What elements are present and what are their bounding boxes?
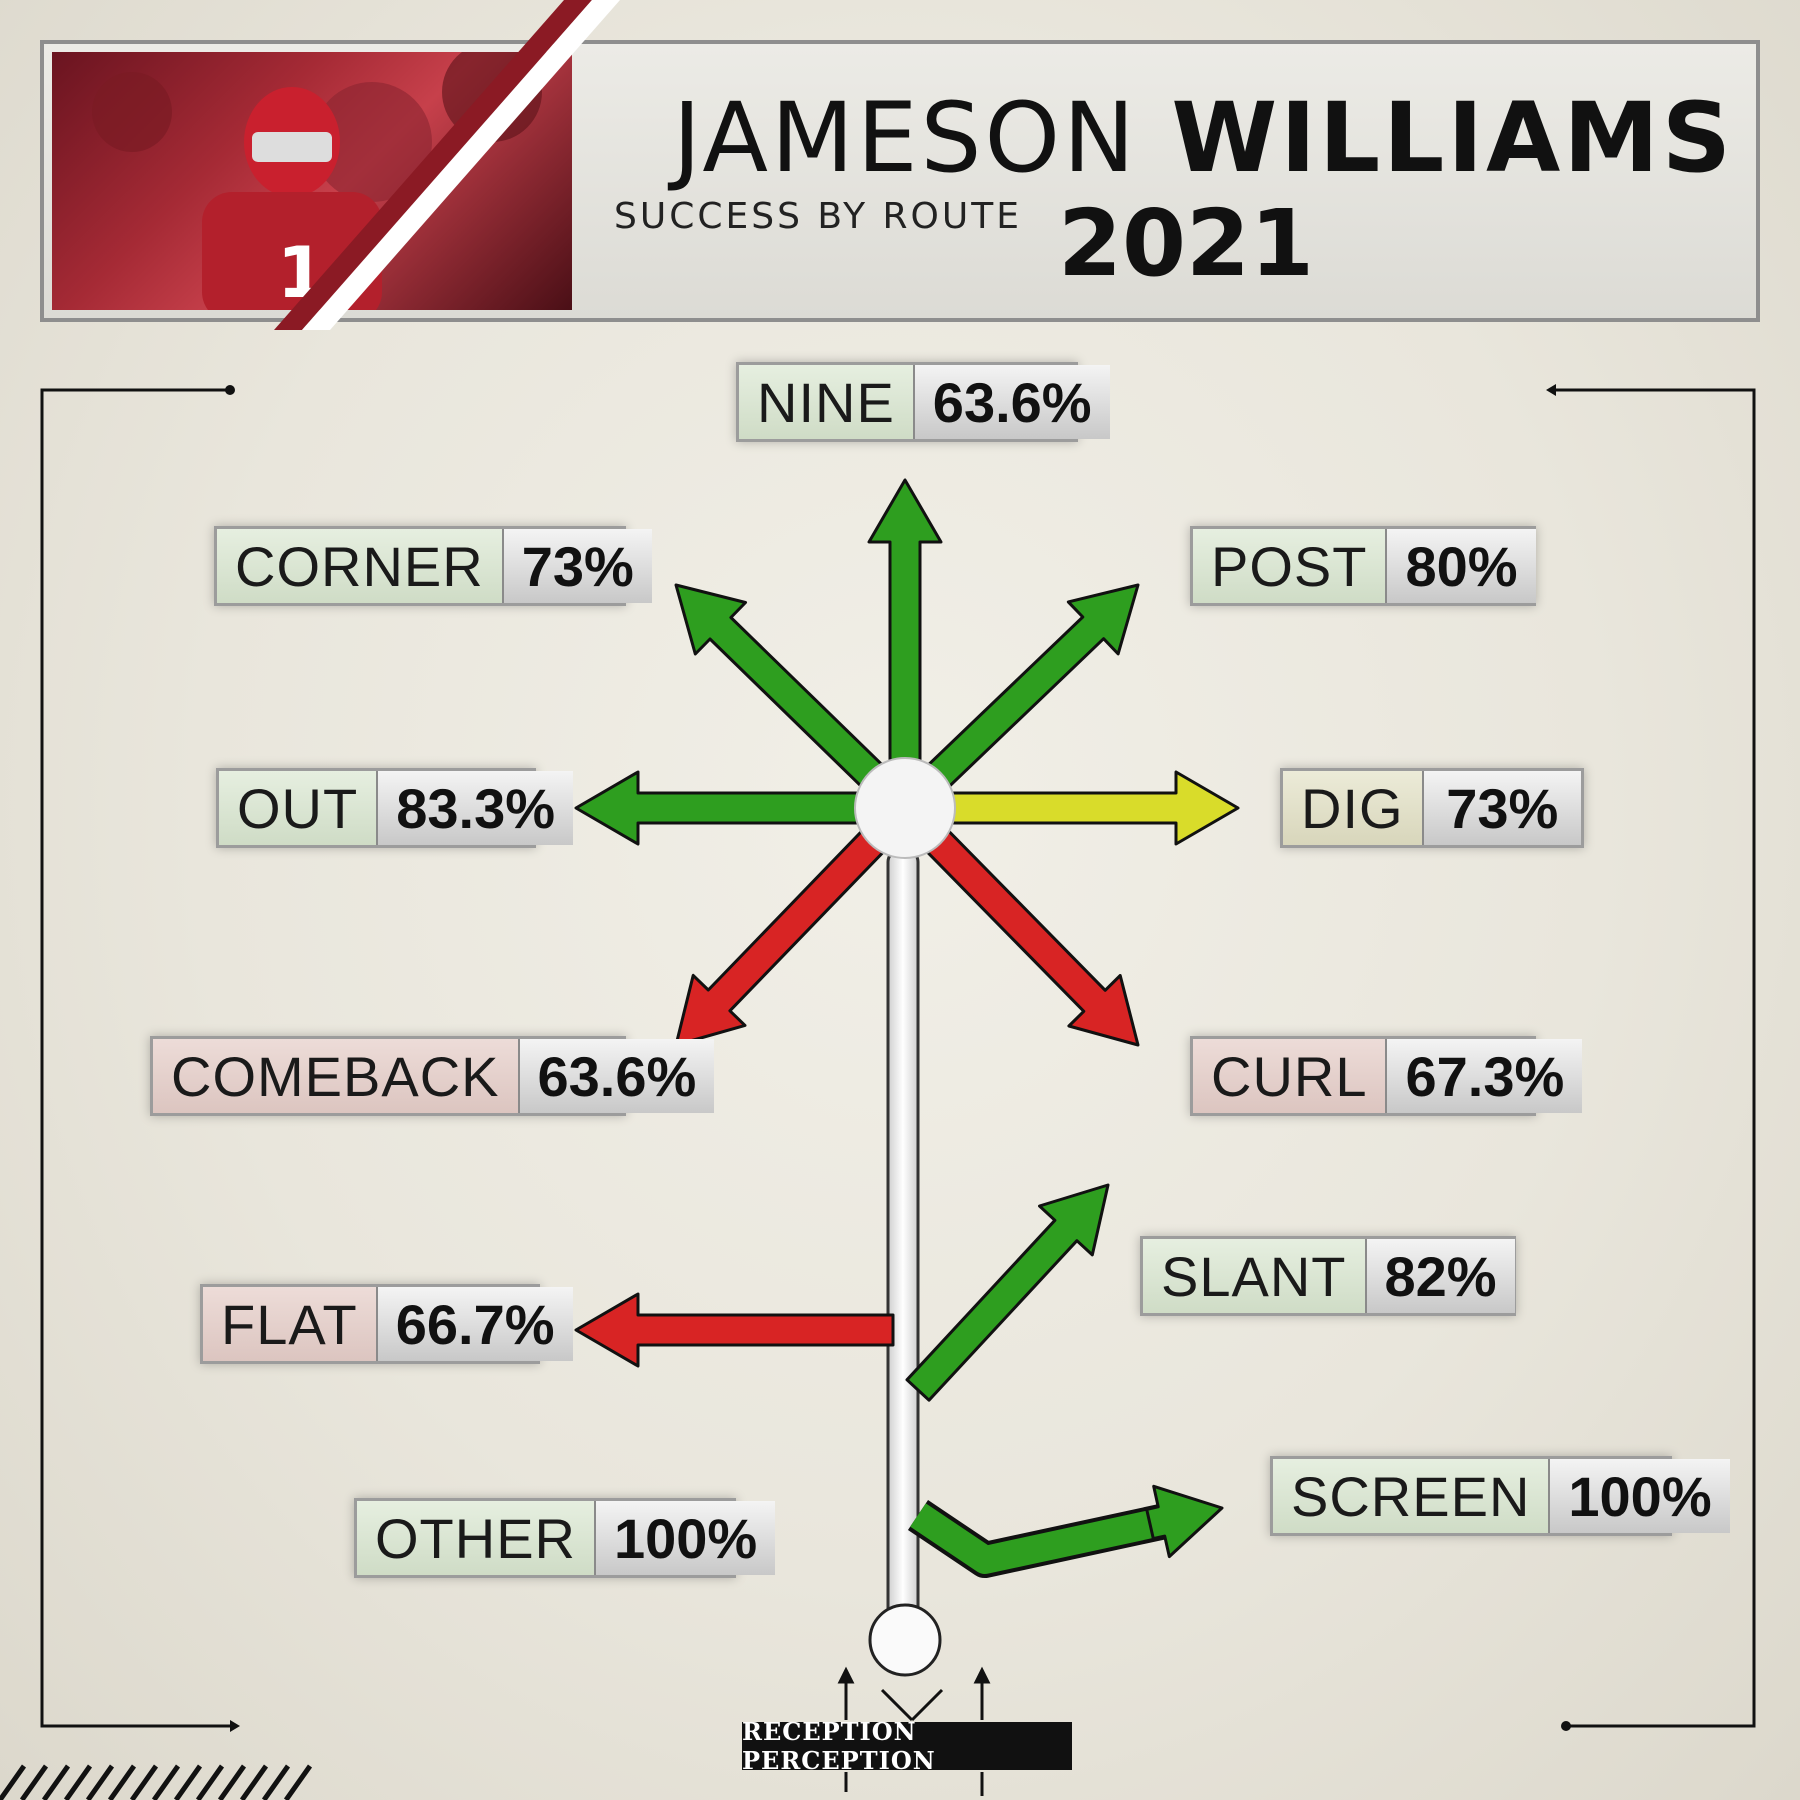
title-last-name: WILLIAMS <box>1171 82 1734 194</box>
route-percentage: 80% <box>1387 529 1536 603</box>
label-comeback: COMEBACK 63.6% <box>150 1036 715 1116</box>
route-percentage: 73% <box>1423 771 1581 845</box>
route-name: SCREEN <box>1273 1459 1551 1533</box>
route-name: OTHER <box>357 1501 596 1575</box>
route-screen-path <box>910 1503 1173 1574</box>
label-post: POST 80% <box>1190 526 1536 606</box>
title-first-name: JAMESON <box>672 82 1138 194</box>
label-flat: FLAT 66.7% <box>200 1284 573 1364</box>
subtitle: SUCCESS BY ROUTE <box>614 196 1022 237</box>
label-nine: NINE 63.6% <box>736 362 1110 442</box>
route-name: FLAT <box>203 1287 378 1361</box>
label-out: OUT 83.3% <box>216 768 574 848</box>
route-percentage: 67.3% <box>1387 1039 1583 1113</box>
route-name: POST <box>1193 529 1388 603</box>
player-silhouette: 1 <box>92 52 542 310</box>
route-percentage: 63.6% <box>519 1039 715 1113</box>
diagonal-stripe <box>274 0 620 330</box>
route-arrow-slant <box>905 1183 1110 1402</box>
page-title: JAMESON WILLIAMS <box>673 82 1734 194</box>
player-photo: 1 <box>52 52 572 310</box>
route-base <box>868 1603 942 1677</box>
route-stem <box>886 848 920 1632</box>
route-name: DIG <box>1283 771 1424 845</box>
label-corner: CORNER 73% <box>214 526 652 606</box>
route-name: CURL <box>1193 1039 1388 1113</box>
label-other: OTHER 100% <box>354 1498 776 1578</box>
header-panel: 1 JAMESON WILLIAMS SUCCESS BY ROUTE 2021 <box>40 0 1760 330</box>
route-name: CORNER <box>217 529 504 603</box>
route-name: OUT <box>219 771 379 845</box>
label-dig: DIG 73% <box>1280 768 1584 848</box>
route-percentage: 82% <box>1366 1239 1515 1313</box>
route-name: COMEBACK <box>153 1039 520 1113</box>
route-hub <box>854 757 956 859</box>
label-slant: SLANT 82% <box>1140 1236 1516 1316</box>
route-percentage: 63.6% <box>914 365 1110 439</box>
year: 2021 <box>1058 190 1315 297</box>
route-name: SLANT <box>1143 1239 1367 1313</box>
label-curl: CURL 67.3% <box>1190 1036 1583 1116</box>
route-percentage: 73% <box>503 529 652 603</box>
route-arrow-flat <box>574 1292 895 1368</box>
route-name: NINE <box>739 365 915 439</box>
route-percentage: 100% <box>1550 1459 1730 1533</box>
route-percentage: 83.3% <box>378 771 574 845</box>
route-percentage: 66.7% <box>377 1287 573 1361</box>
route-arrow-screen-head <box>1145 1484 1224 1559</box>
label-screen: SCREEN 100% <box>1270 1456 1730 1536</box>
brand-logo: RECEPTION PERCEPTION <box>742 1717 1072 1775</box>
brand-arrows-icon <box>837 1666 991 1796</box>
route-percentage: 100% <box>596 1501 776 1575</box>
